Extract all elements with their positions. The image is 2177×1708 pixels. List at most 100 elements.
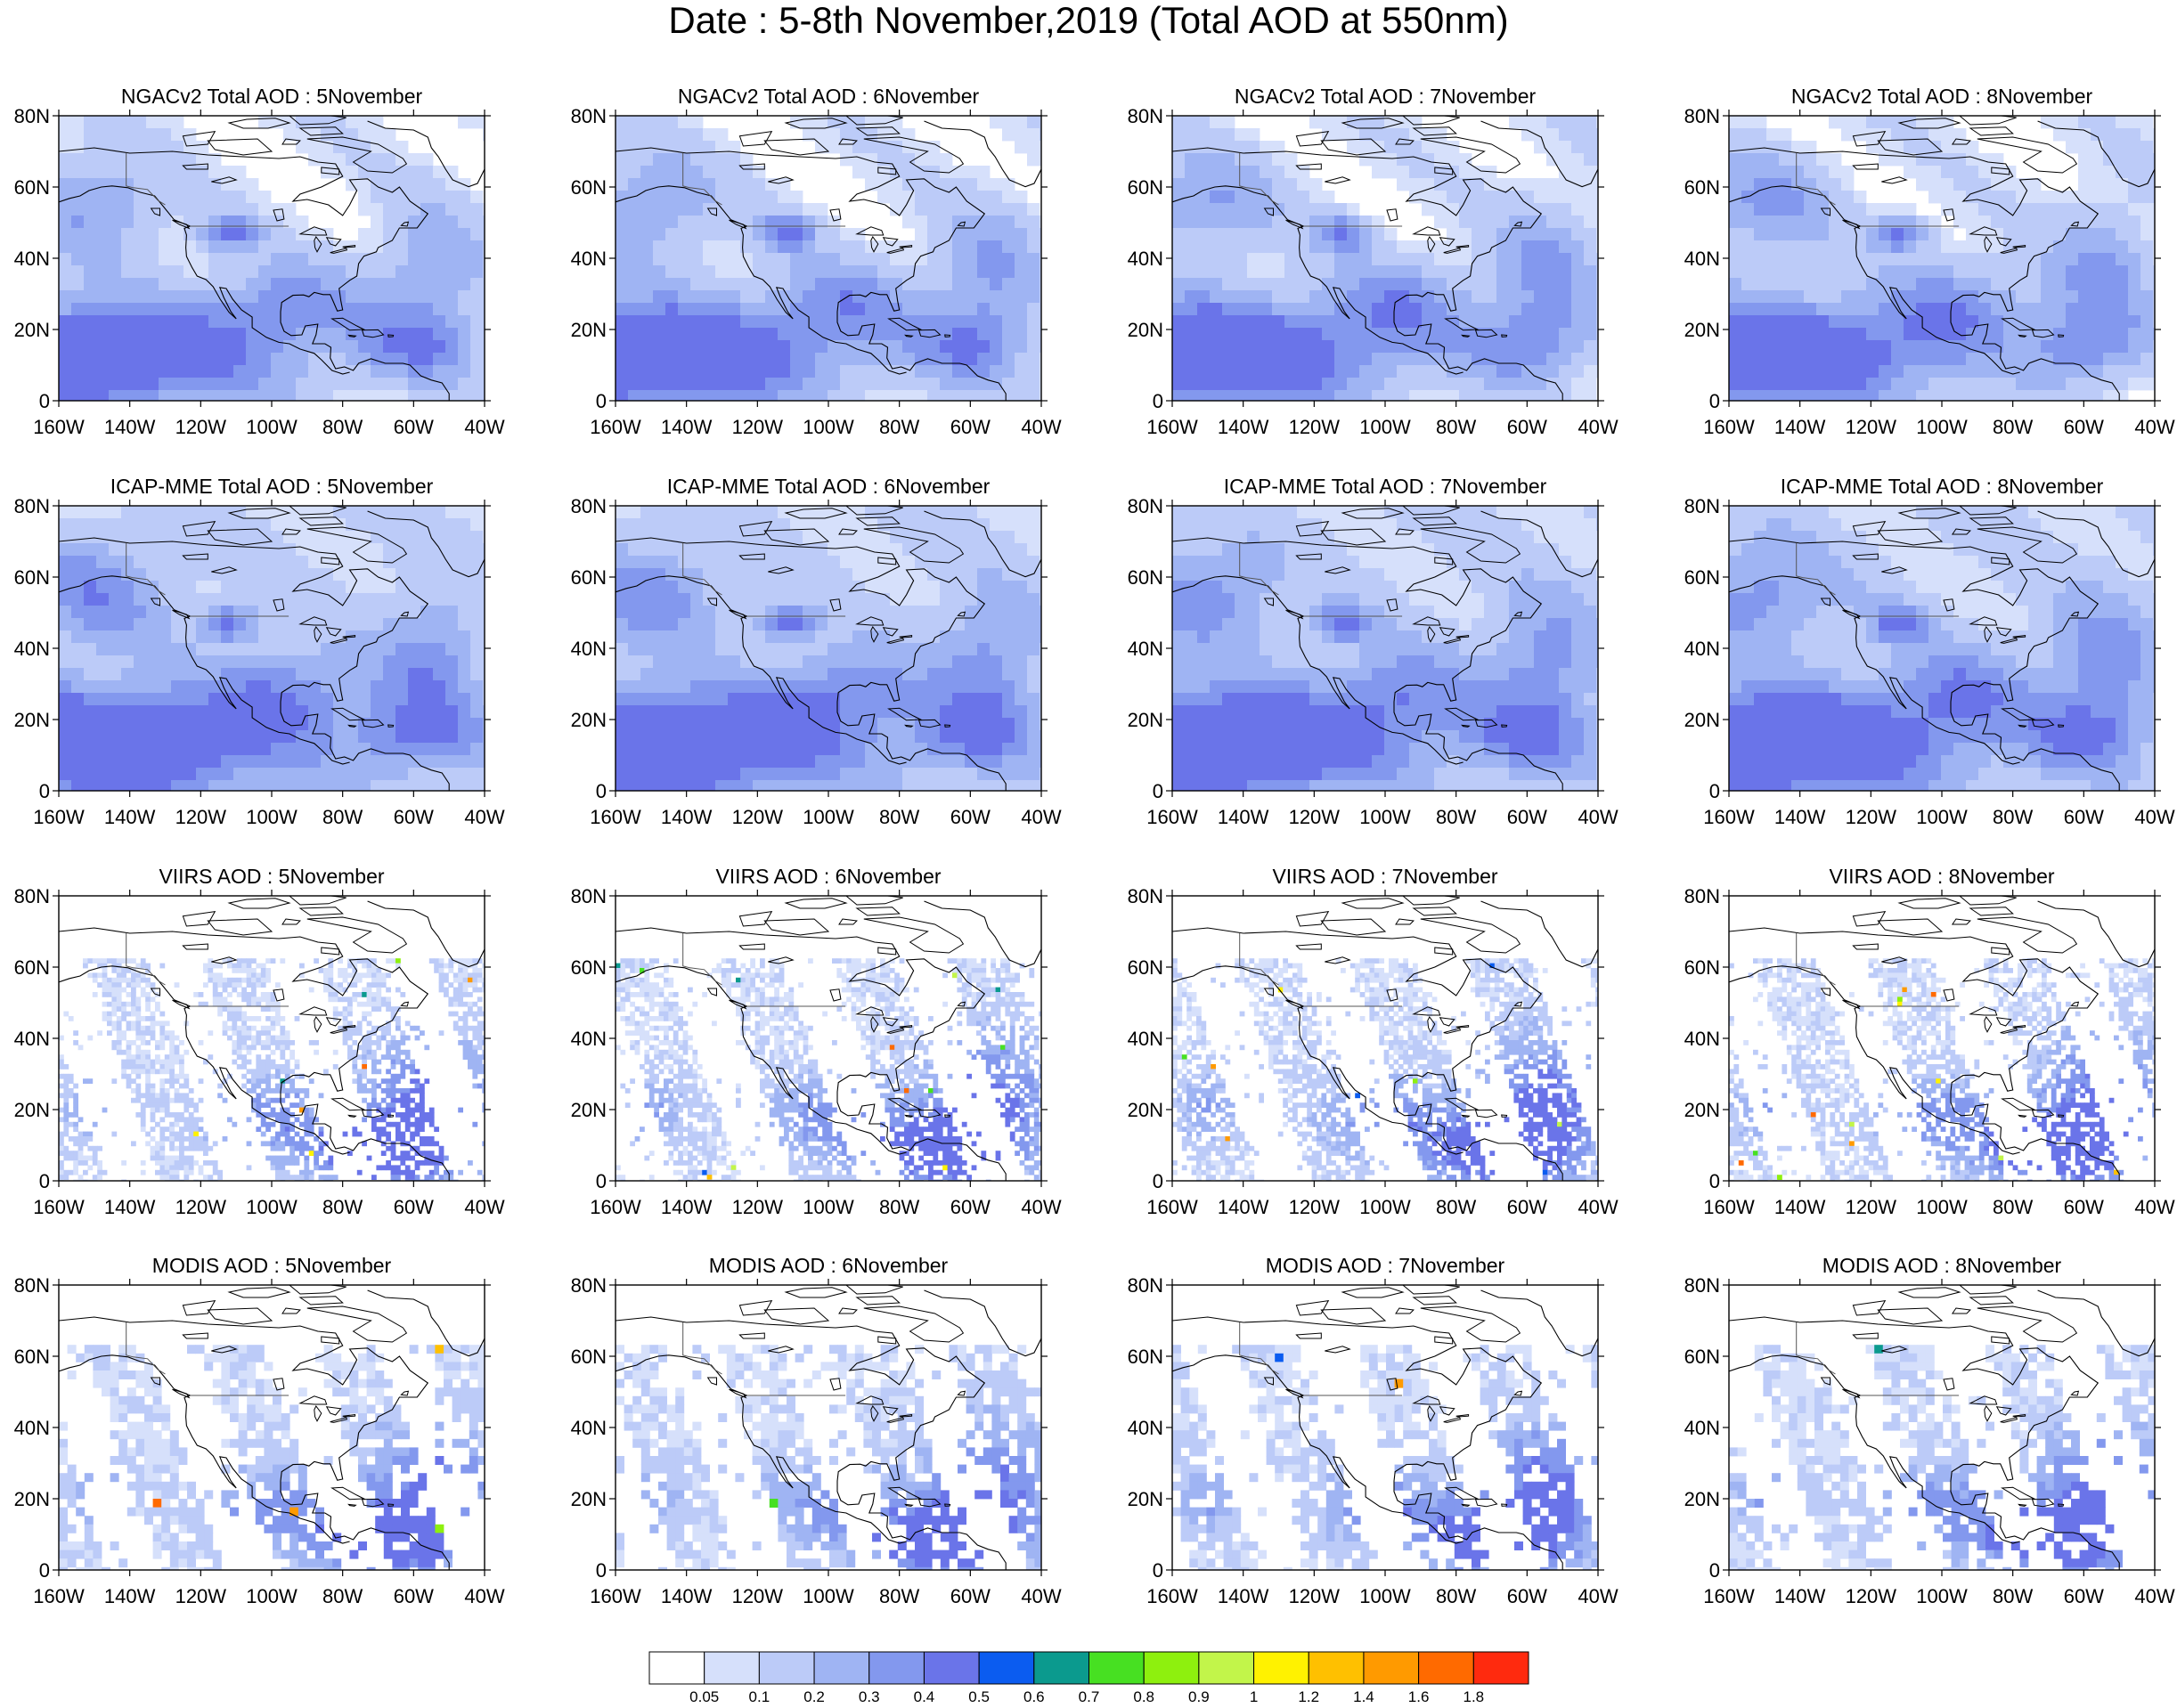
aod-cell xyxy=(740,730,754,744)
aod-cell xyxy=(271,743,284,756)
aod-cell xyxy=(383,506,396,519)
aod-cell xyxy=(753,378,766,391)
aod-cell xyxy=(815,705,828,719)
aod-cell xyxy=(1210,153,1223,167)
aod-cell xyxy=(628,655,641,669)
aod-cell xyxy=(728,693,741,706)
aod-cell xyxy=(915,216,928,229)
aod-cell xyxy=(233,668,247,681)
lon-tick-label: 160W xyxy=(33,416,85,438)
aod-cell xyxy=(1040,340,1041,354)
aod-cell xyxy=(1359,353,1373,366)
aod-cell xyxy=(1334,128,1348,142)
aod-cell xyxy=(1534,328,1547,341)
aod-cell xyxy=(258,581,272,594)
aod-cell xyxy=(640,128,654,142)
coastlines xyxy=(1729,116,2155,401)
aod-cell xyxy=(1347,328,1360,341)
aod-cell xyxy=(1804,390,1817,401)
aod-cell xyxy=(877,705,891,719)
aod-cell xyxy=(71,328,85,341)
aod-cell xyxy=(1559,203,1572,216)
aod-cell xyxy=(1941,253,1954,266)
aod-cell xyxy=(1766,178,1780,191)
aod-cell xyxy=(1185,303,1198,316)
aod-cell xyxy=(121,668,135,681)
aod-cell xyxy=(765,531,779,544)
aod-cell xyxy=(1347,290,1360,304)
aod-cell xyxy=(358,128,371,142)
aod-cell xyxy=(1928,253,1942,266)
aod-cell xyxy=(616,618,629,631)
aod-cell xyxy=(690,643,704,656)
aod-cell xyxy=(183,365,197,378)
aod-cell xyxy=(952,203,966,216)
aod-cell xyxy=(183,568,197,582)
aod-cell xyxy=(902,141,916,154)
aod-cell xyxy=(109,506,122,519)
aod-cell xyxy=(990,228,1003,241)
aod-cell xyxy=(296,531,309,544)
aod-cell xyxy=(383,568,396,582)
aod-cell xyxy=(1584,390,1597,401)
aod-cell xyxy=(71,378,85,391)
aod-cell xyxy=(1384,340,1398,354)
aod-cell xyxy=(183,693,197,706)
aod-cell xyxy=(1309,265,1323,279)
aod-cell xyxy=(1222,365,1235,378)
aod-cell xyxy=(1966,290,1979,304)
aod-cell xyxy=(84,278,97,291)
aod-cell xyxy=(395,718,409,731)
aod-cell xyxy=(778,265,791,279)
aod-cell xyxy=(1322,216,1335,229)
aod-cell xyxy=(420,216,434,229)
aod-cell xyxy=(2053,365,2067,378)
aod-cell xyxy=(258,531,272,544)
aod-cell xyxy=(965,216,978,229)
aod-cell xyxy=(990,618,1003,631)
aod-cell xyxy=(1754,378,1767,391)
aod-cell xyxy=(1185,390,1198,401)
aod-cell xyxy=(246,378,259,391)
aod-cell xyxy=(1571,216,1585,229)
aod-cell xyxy=(1015,768,1028,781)
aod-cell xyxy=(346,668,359,681)
aod-cell xyxy=(445,328,459,341)
aod-cell xyxy=(1210,518,1223,532)
aod-cell xyxy=(765,655,779,669)
aod-cell xyxy=(433,606,446,619)
aod-cell xyxy=(1953,128,1967,142)
aod-cell xyxy=(2028,203,2042,216)
panel-title: NGACv2 Total AOD : 5November xyxy=(120,85,423,108)
aod-cell xyxy=(1521,265,1535,279)
aod-cell xyxy=(1966,265,1979,279)
aod-cell xyxy=(965,365,978,378)
aod-cell xyxy=(1953,178,1967,191)
aod-cell xyxy=(346,606,359,619)
aod-cell xyxy=(778,240,791,254)
aod-cell xyxy=(246,340,259,354)
aod-cell xyxy=(803,365,816,378)
aod-cell xyxy=(665,618,679,631)
aod-cell xyxy=(109,315,122,329)
aod-cell xyxy=(665,390,679,401)
aod-cell xyxy=(1372,216,1385,229)
aod-cell xyxy=(2041,353,2054,366)
aod-cell xyxy=(221,518,234,532)
aod-cell xyxy=(977,191,991,204)
aod-cell xyxy=(1829,390,1842,401)
aod-cell xyxy=(358,630,371,644)
aod-cell xyxy=(1496,216,1510,229)
aod-cell xyxy=(1359,290,1373,304)
aod-cell xyxy=(653,353,666,366)
aod-cell xyxy=(346,353,359,366)
aod-cell xyxy=(371,655,384,669)
aod-cell xyxy=(1309,531,1323,544)
aod-cell xyxy=(1978,328,1992,341)
aod-cell xyxy=(640,531,654,544)
aod-cell xyxy=(395,768,409,781)
aod-cell xyxy=(1534,240,1547,254)
aod-cell xyxy=(815,743,828,756)
coastline xyxy=(314,236,322,253)
aod-cell xyxy=(765,191,779,204)
